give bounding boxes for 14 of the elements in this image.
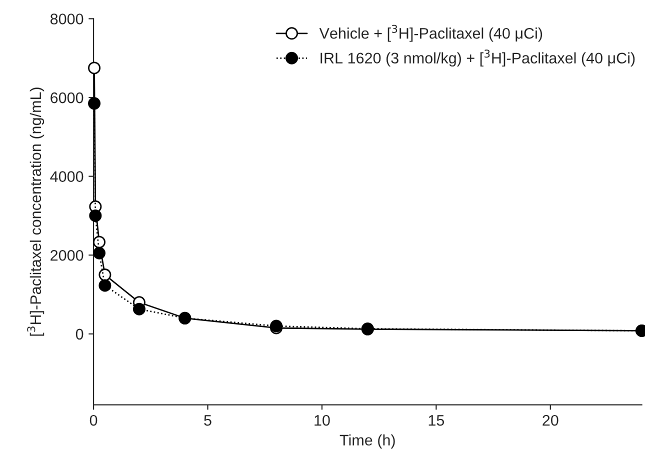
y-tick-label: 8000	[50, 14, 84, 24]
x-axis-title: Time (h)	[340, 434, 395, 449]
x-tick-label: 15	[428, 415, 444, 426]
legend-label: Vehicle + [$^{3}$H]-Paclitaxel (40 μCi)	[319, 24, 542, 42]
y-tick-label: 4000	[50, 171, 84, 182]
y-tick-label: 6000	[50, 92, 84, 104]
y-tick-label: 0	[76, 328, 84, 340]
x-tick-label: 5	[204, 415, 212, 426]
y-tick-label: 2000	[50, 250, 84, 261]
y-axis-title: [$^{3}$H]-Paclitaxel concentration (ng/mL)	[27, 88, 44, 336]
x-tick-label: 0	[90, 414, 98, 426]
x-tick-label: 20	[542, 414, 558, 426]
x-tick-label: 10	[314, 414, 330, 426]
legend-label: IRL 1620 (3 nmol/kg) + [$^{3}$H]-Paclitaxel (40 μCi)	[320, 50, 635, 67]
